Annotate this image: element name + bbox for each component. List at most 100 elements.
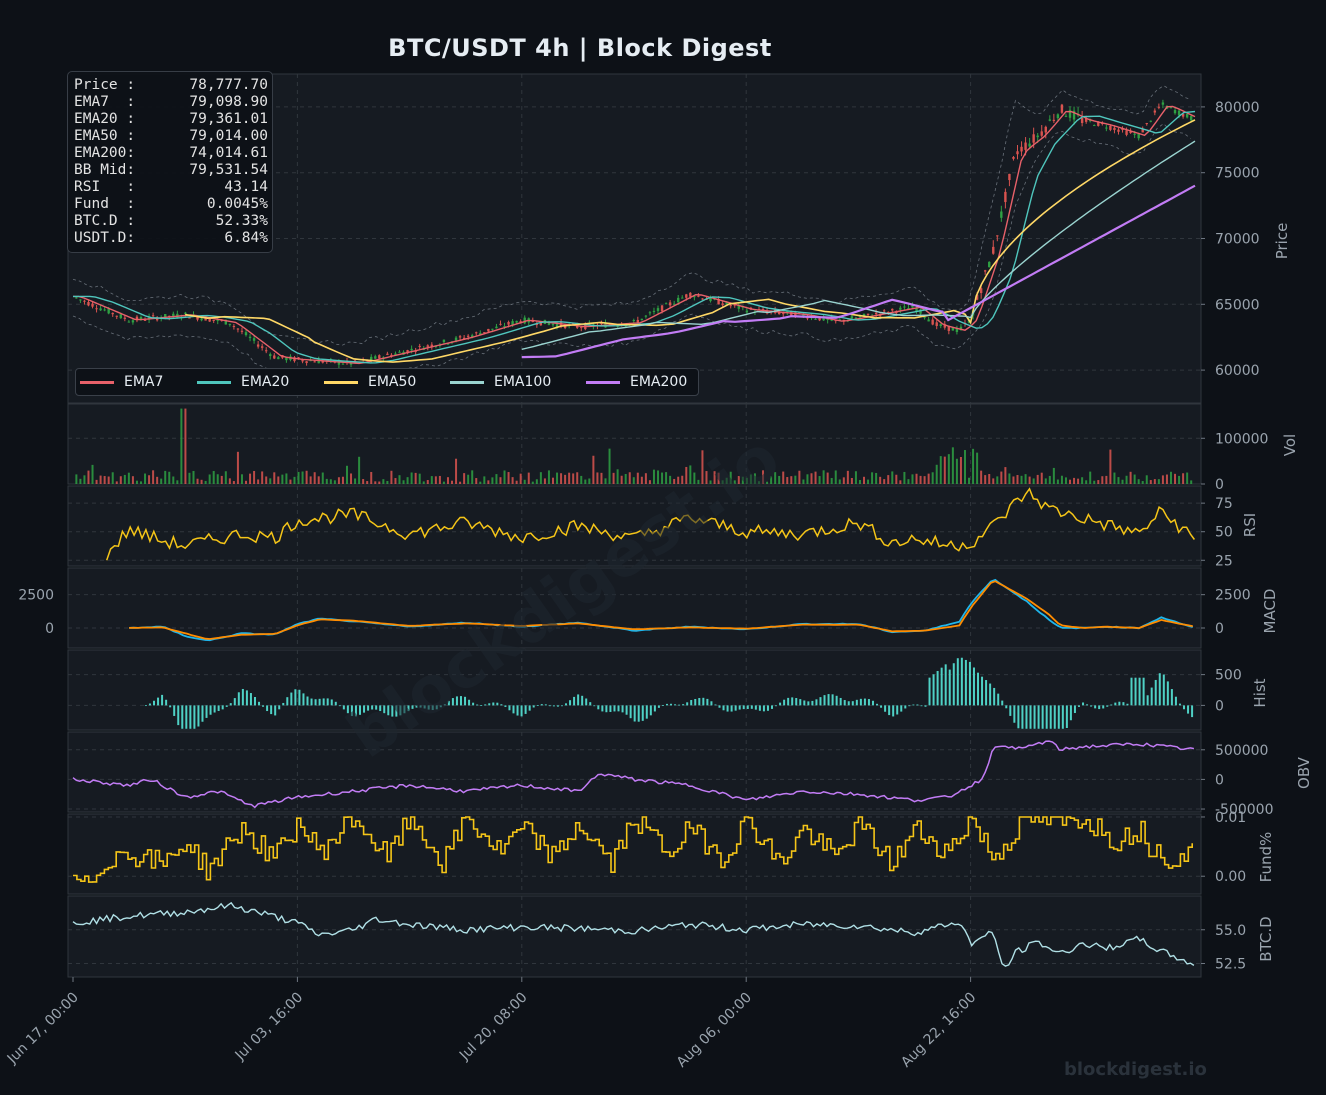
hist-bar: [944, 664, 947, 706]
hist-bar: [459, 696, 462, 706]
volume-bar: [1153, 479, 1156, 484]
candle-body: [862, 313, 866, 316]
volume-bar: [632, 477, 635, 484]
hist-bar: [415, 705, 418, 708]
volume-bar: [1133, 474, 1136, 484]
hist-bar: [1041, 705, 1044, 729]
volume-bar: [99, 475, 102, 484]
info-row-rsi: RSI : 43.14: [74, 179, 268, 196]
y-tick-label: 0.01: [1215, 810, 1246, 826]
volume-bar: [491, 477, 494, 484]
volume-bar: [883, 479, 886, 484]
ylabel-price: Price: [1273, 222, 1291, 260]
volume-bar: [1161, 475, 1164, 484]
hist-bar: [702, 697, 705, 706]
hist-bar: [536, 705, 539, 706]
candle-body: [479, 333, 482, 336]
hist-bar: [338, 705, 341, 707]
volume-bar: [350, 473, 353, 484]
candle-body: [131, 320, 135, 323]
candle-body: [721, 303, 724, 306]
hist-bar: [1122, 702, 1125, 706]
candle-body: [483, 332, 486, 334]
volume-bar: [616, 469, 619, 484]
volume-bar: [329, 479, 332, 484]
y-tick-label: 80000: [1215, 100, 1260, 116]
volume-bar: [903, 471, 906, 484]
candle-body: [818, 317, 821, 321]
volume-bar: [390, 470, 393, 484]
candle-body: [636, 319, 640, 323]
candle-body: [955, 328, 959, 332]
candle-body: [495, 326, 498, 329]
candle-body: [196, 317, 199, 320]
candle-body: [1169, 106, 1173, 108]
hist-bar: [823, 695, 826, 706]
volume-bar: [354, 478, 357, 484]
candle-body: [244, 332, 248, 336]
hist-bar: [169, 705, 172, 708]
hist-bar: [1037, 705, 1040, 729]
candle-body: [228, 323, 232, 325]
hist-bar: [359, 705, 362, 715]
candle-body: [184, 312, 187, 314]
candle-body: [685, 294, 688, 298]
hist-bar: [326, 698, 329, 706]
candle-body: [442, 339, 446, 343]
volume-bar: [95, 479, 98, 484]
candle-body: [580, 327, 583, 329]
hist-bar: [710, 701, 713, 706]
volume-bar: [677, 476, 680, 484]
hist-bar: [795, 698, 798, 706]
hist-bar: [258, 701, 261, 706]
candle-body: [576, 325, 579, 328]
volume-bar: [297, 471, 300, 484]
candle-body: [1153, 110, 1157, 113]
volume-bar: [212, 471, 215, 484]
hist-bar: [177, 705, 180, 726]
hist-bar: [367, 705, 370, 711]
candle-body: [632, 320, 635, 322]
info-row-bbmid: BB Mid: 79,531.54: [74, 162, 268, 179]
candle-body: [1097, 121, 1100, 126]
candle-body: [1145, 123, 1148, 125]
volume-bar: [1052, 467, 1055, 484]
candle-body: [555, 323, 559, 328]
volume-bar: [628, 472, 631, 484]
hist-bar: [956, 658, 959, 706]
candle-body: [1072, 110, 1076, 120]
hist-bar: [1183, 705, 1186, 710]
hist-bar: [532, 705, 535, 708]
candle-body: [1129, 131, 1132, 133]
hist-bar: [565, 703, 568, 706]
info-key: EMA50 :: [74, 128, 136, 144]
volume-bar: [923, 476, 926, 484]
hist-bar: [1154, 679, 1157, 706]
hist-bar: [645, 705, 648, 719]
hist-bar: [920, 705, 923, 707]
candle-body: [252, 338, 256, 341]
volume-bar: [685, 466, 688, 484]
volume-bar: [1182, 473, 1185, 484]
volume-bar: [83, 475, 86, 484]
volume-bar: [547, 470, 550, 484]
ylabel-vol: Vol: [1281, 433, 1299, 457]
hist-bar: [585, 698, 588, 706]
hist-bar: [181, 705, 184, 729]
y-tick-label: 50: [1215, 525, 1233, 541]
volume-bar: [216, 474, 219, 484]
hist-bar: [524, 705, 527, 714]
hist-bar: [395, 705, 398, 717]
hist-bar: [989, 683, 992, 706]
info-key: USDT.D:: [74, 230, 136, 246]
candle-body: [648, 312, 652, 314]
hist-bar: [734, 705, 737, 711]
hist-bar: [1166, 681, 1169, 706]
hist-bar: [375, 705, 378, 710]
hist-bar: [318, 698, 321, 706]
volume-bar: [455, 458, 458, 484]
candle-body: [911, 304, 914, 308]
volume-bar: [422, 481, 425, 484]
volume-bar: [838, 479, 841, 484]
candle-body: [224, 319, 228, 325]
